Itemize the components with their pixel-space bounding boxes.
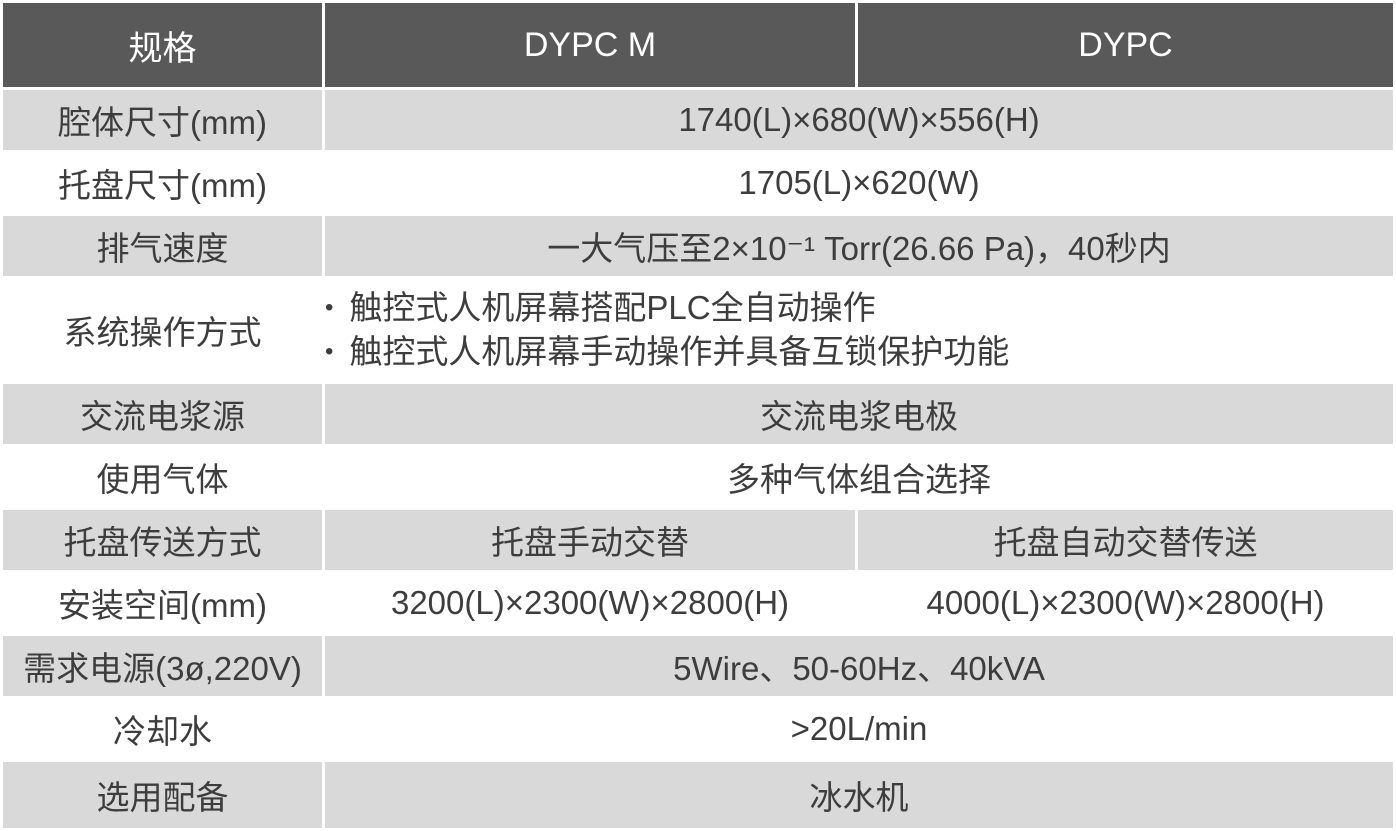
row-label: 排气速度 [3, 216, 322, 276]
row-value: 5Wire、50-60Hz、40kVA [325, 636, 1393, 696]
bullet-item: • 触控式人机屏幕手动操作并具备互锁保护功能 [325, 330, 1393, 374]
bullet-icon: • [325, 294, 334, 321]
table-row-tray-transfer: 托盘传送方式 托盘手动交替 托盘自动交替传送 [3, 510, 1393, 570]
row-value: 交流电浆电极 [325, 384, 1393, 444]
row-value: >20L/min [325, 699, 1393, 759]
row-value: 1740(L)×680(W)×556(H) [325, 90, 1393, 150]
row-value: 1705(L)×620(W) [325, 153, 1393, 213]
row-label: 托盘尺寸(mm) [3, 153, 322, 213]
table-row-gases: 使用气体 多种气体组合选择 [3, 447, 1393, 507]
table-row-plasma-source: 交流电浆源 交流电浆电极 [3, 384, 1393, 444]
bullet-icon: • [325, 338, 334, 365]
row-label: 使用气体 [3, 447, 322, 507]
bullet-item: • 触控式人机屏幕搭配PLC全自动操作 [325, 286, 1393, 330]
header-cell-spec: 规格 [3, 3, 322, 87]
row-value-dypcm: 3200(L)×2300(W)×2800(H) [325, 573, 855, 633]
row-value-dypcm: 托盘手动交替 [325, 510, 855, 570]
row-value: 一大气压至2×10⁻¹ Torr(26.66 Pa)，40秒内 [325, 216, 1393, 276]
table-row-cooling-water: 冷却水 >20L/min [3, 699, 1393, 759]
row-label: 冷却水 [3, 699, 322, 759]
table-row-system-operation: 系统操作方式 • 触控式人机屏幕搭配PLC全自动操作 • 触控式人机屏幕手动操作… [3, 279, 1393, 381]
header-cell-dypcm: DYPC M [325, 3, 855, 87]
row-value: 冰水机 [325, 762, 1393, 828]
row-label: 托盘传送方式 [3, 510, 322, 570]
table-row-tray-size: 托盘尺寸(mm) 1705(L)×620(W) [3, 153, 1393, 213]
bullet-text: 触控式人机屏幕手动操作并具备互锁保护功能 [349, 333, 1010, 370]
row-value-dypc: 4000(L)×2300(W)×2800(H) [858, 573, 1393, 633]
row-label: 选用配备 [3, 762, 322, 828]
header-row: 规格 DYPC M DYPC [3, 3, 1393, 87]
row-value-dypc: 托盘自动交替传送 [858, 510, 1393, 570]
row-label: 腔体尺寸(mm) [3, 90, 322, 150]
header-cell-dypc: DYPC [858, 3, 1393, 87]
row-label: 系统操作方式 [3, 279, 322, 381]
row-value-bullets: • 触控式人机屏幕搭配PLC全自动操作 • 触控式人机屏幕手动操作并具备互锁保护… [325, 279, 1393, 381]
table-row-power: 需求电源(3ø,220V) 5Wire、50-60Hz、40kVA [3, 636, 1393, 696]
bullet-text: 触控式人机屏幕搭配PLC全自动操作 [349, 289, 876, 326]
table-row-pumping-speed: 排气速度 一大气压至2×10⁻¹ Torr(26.66 Pa)，40秒内 [3, 216, 1393, 276]
row-label: 需求电源(3ø,220V) [3, 636, 322, 696]
row-label: 交流电浆源 [3, 384, 322, 444]
table-row-installation-space: 安装空间(mm) 3200(L)×2300(W)×2800(H) 4000(L)… [3, 573, 1393, 633]
table-row-optional-equipment: 选用配备 冰水机 [3, 762, 1393, 828]
table-row-chamber-size: 腔体尺寸(mm) 1740(L)×680(W)×556(H) [3, 90, 1393, 150]
row-label: 安装空间(mm) [3, 573, 322, 633]
row-value: 多种气体组合选择 [325, 447, 1393, 507]
